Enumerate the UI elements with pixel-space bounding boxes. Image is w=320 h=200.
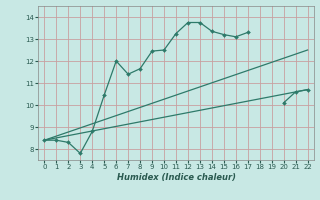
X-axis label: Humidex (Indice chaleur): Humidex (Indice chaleur) bbox=[116, 173, 236, 182]
